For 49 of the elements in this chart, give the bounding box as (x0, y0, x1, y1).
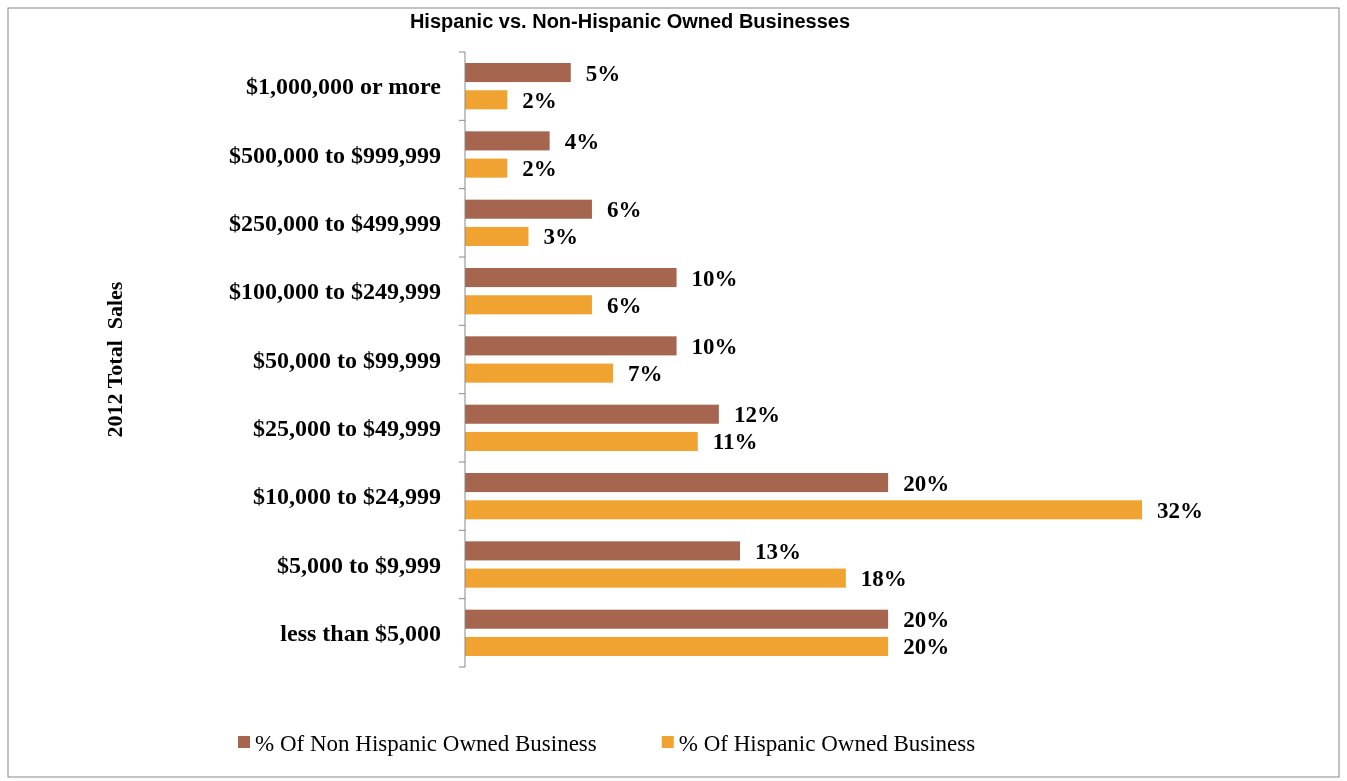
data-label: 13% (755, 538, 802, 564)
y-tick-label: $5,000 to $9,999 (277, 551, 441, 578)
bar (465, 500, 1142, 520)
bar (465, 541, 741, 561)
legend-label: % Of Hispanic Owned Business (678, 731, 976, 756)
data-label: 32% (1157, 497, 1203, 523)
bar (465, 404, 719, 424)
y-tick-label: $25,000 to $49,999 (253, 414, 441, 441)
bar (465, 268, 677, 288)
y-axis-title: 2012 Total Sales (102, 281, 127, 438)
bar (465, 295, 592, 315)
y-tick-label: $10,000 to $24,999 (253, 483, 441, 510)
y-tick-label: $1,000,000 or more (245, 73, 442, 100)
data-label: 4% (564, 128, 600, 154)
data-label: 3% (543, 224, 578, 250)
y-tick-label: $100,000 to $249,999 (229, 278, 441, 305)
data-label: 10% (691, 333, 738, 359)
data-label: 6% (606, 197, 642, 223)
data-label: 20% (903, 607, 950, 633)
data-label: 2% (522, 87, 557, 113)
bar (465, 609, 889, 629)
legend-label: % Of Non Hispanic Owned Business (255, 731, 597, 756)
data-label: 10% (691, 265, 738, 291)
data-label: 6% (606, 292, 642, 318)
bar (465, 363, 614, 383)
bar (465, 473, 889, 493)
bar (465, 90, 508, 110)
data-label: 12% (733, 402, 780, 428)
data-label: 7% (628, 361, 663, 387)
y-tick-label: less than $5,000 (280, 619, 441, 646)
bar (465, 158, 508, 178)
data-label: 11% (712, 429, 758, 455)
data-label: 2% (522, 156, 557, 182)
y-tick-label: $500,000 to $999,999 (229, 141, 441, 168)
bar (465, 336, 677, 356)
data-label: 20% (903, 634, 950, 660)
y-tick-label: $50,000 to $99,999 (253, 346, 441, 373)
bar (465, 636, 889, 656)
bar (465, 226, 529, 246)
y-tick-label: $250,000 to $499,999 (229, 209, 441, 236)
bar (465, 199, 592, 219)
bar (465, 63, 571, 83)
bar (465, 431, 698, 451)
bar (465, 131, 550, 151)
data-label: 5% (585, 60, 621, 86)
chart-title: Hispanic vs. Non-Hispanic Owned Businesses (409, 10, 851, 32)
bar (465, 568, 846, 588)
data-label: 20% (903, 470, 950, 496)
data-label: 18% (860, 566, 907, 592)
